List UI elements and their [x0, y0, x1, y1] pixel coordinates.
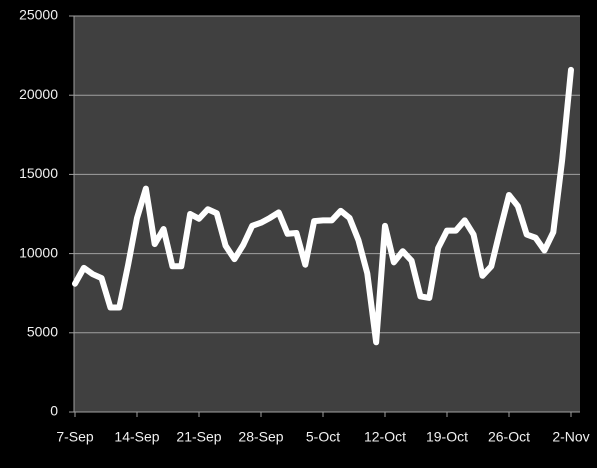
y-tick-label: 10000: [19, 244, 58, 260]
x-tick-label: 7-Sep: [56, 429, 94, 445]
x-tick-label: 26-Oct: [488, 429, 530, 445]
y-tick-label: 25000: [19, 7, 58, 23]
line-series: [72, 66, 574, 346]
x-tick-label: 19-Oct: [426, 429, 468, 445]
x-tick-label: 5-Oct: [306, 429, 340, 445]
y-tick-label: 15000: [19, 165, 58, 181]
x-tick-label: 14-Sep: [114, 429, 159, 445]
x-tick-label: 21-Sep: [176, 429, 221, 445]
x-tick-label: 28-Sep: [238, 429, 283, 445]
x-tick-label: 12-Oct: [364, 429, 406, 445]
y-tick-label: 5000: [27, 324, 58, 340]
plot-area: [74, 16, 580, 412]
x-tick-label: 2-Nov: [552, 429, 589, 445]
y-tick-label: 20000: [19, 86, 58, 102]
y-tick-label: 0: [50, 403, 58, 419]
